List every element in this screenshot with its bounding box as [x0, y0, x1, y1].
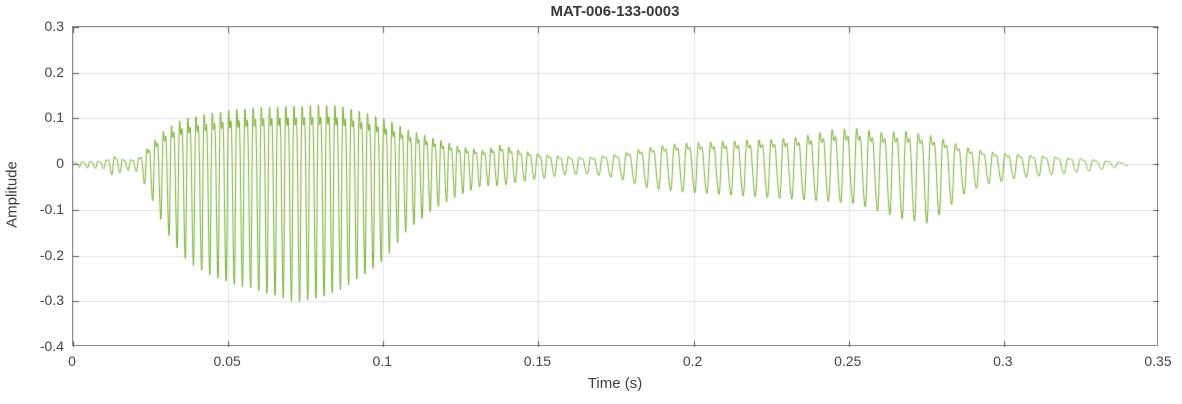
x-tick-label: 0.3: [993, 353, 1013, 369]
x-tick-label: 0.15: [523, 353, 552, 369]
chart-title: MAT-006-133-0003: [550, 3, 680, 20]
y-tick-label: -0.3: [39, 292, 64, 309]
x-tick-label: 0.25: [834, 353, 862, 369]
x-tick-label: 0.35: [1144, 353, 1172, 369]
y-tick-label: 0.2: [44, 63, 64, 80]
waveform-canvas: [73, 27, 1159, 347]
x-tick-label: 0.1: [372, 353, 393, 369]
y-tick-label: -0.4: [39, 338, 64, 354]
x-tick-label: 0.05: [213, 353, 241, 369]
y-axis-label: Amplitude: [3, 161, 21, 228]
y-tick-label: 0: [56, 155, 64, 172]
y-tick-label: -0.1: [39, 200, 64, 217]
x-tick-label: 0.2: [682, 353, 703, 369]
y-tick-label: 0.3: [44, 18, 64, 34]
y-tick-label: 0.1: [44, 109, 64, 126]
x-axis-label: Time (s): [587, 375, 643, 392]
y-tick-label: -0.2: [39, 246, 64, 263]
plot-area: [72, 26, 1159, 347]
x-tick-label: 0: [68, 353, 76, 369]
